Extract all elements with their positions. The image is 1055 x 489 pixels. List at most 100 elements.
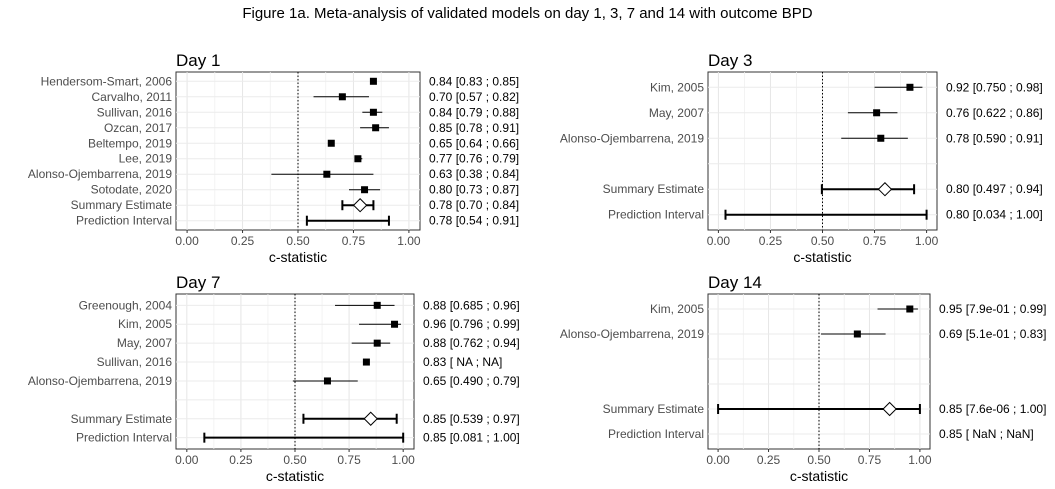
forest-plot-day-14: Day 14 0.00 0.25 0.50 0.75 1.00 c-statistic Kim… (560, 273, 1047, 484)
figure-title: Figure 1a. Meta-analysis of validated mo… (242, 5, 813, 22)
row-label: Hendersom-Smart, 2006 (41, 74, 173, 88)
row-label: Kim, 2005 (650, 80, 704, 94)
row-estimate-text: 0.88 [0.685 ; 0.96] (423, 298, 520, 312)
point-estimate (873, 109, 881, 117)
row-estimate-text: 0.78 [0.54 ; 0.91] (429, 214, 519, 228)
row-estimate-text: 0.92 [0.750 ; 0.98] (946, 80, 1043, 94)
x-tick-label: 0.50 (283, 453, 307, 467)
row-label: Sullivan, 2016 (97, 355, 173, 369)
row-estimate-text: 0.78 [0.590 ; 0.91] (946, 131, 1043, 145)
summary-diamond (877, 182, 893, 197)
row-estimate-text: 0.96 [0.796 ; 0.99] (423, 317, 520, 331)
row-estimate-text: 0.85 [0.081 ; 1.00] (423, 431, 520, 445)
point-estimate (372, 124, 380, 132)
row-estimate-text: 0.84 [0.79 ; 0.88] (429, 105, 519, 119)
row-estimate-text: 0.78 [0.70 ; 0.84] (429, 198, 519, 212)
x-tick-label: 1.00 (397, 234, 421, 248)
row-estimate-text: 0.85 [0.539 ; 0.97] (423, 412, 520, 426)
point-estimate (906, 305, 914, 313)
row-estimate-text: 0.88 [0.762 ; 0.94] (423, 336, 520, 350)
forest-plot-day-1: Day 1 0.00 0.25 0.50 0.75 1.00 c-statistic Hend… (28, 51, 519, 265)
row-label: Alonso-Ojembarrena, 2019 (560, 131, 704, 145)
point-estimate (323, 377, 331, 385)
panel-title: Day 14 (708, 273, 762, 292)
row-label: Sullivan, 2016 (97, 105, 173, 119)
row-label: Alonso-Ojembarrena, 2019 (560, 327, 704, 341)
row-label: Summary Estimate (603, 402, 705, 416)
row-label: Ozcan, 2017 (104, 121, 172, 135)
x-tick-label: 0.00 (175, 234, 199, 248)
row-label: Lee, 2019 (119, 152, 173, 166)
panel-title: Day 7 (176, 273, 220, 292)
panel-title: Day 1 (176, 51, 220, 70)
row-estimate-text: 0.69 [5.1e-01 ; 0.83] (939, 327, 1046, 341)
row-estimate-text: 0.83 [ NA ; NA] (423, 355, 502, 369)
x-tick-label: 1.00 (915, 234, 939, 248)
x-tick-label: 1.00 (392, 453, 416, 467)
point-estimate (361, 186, 369, 194)
row-label: Summary Estimate (71, 198, 173, 212)
point-estimate (853, 330, 861, 338)
x-tick-label: 0.75 (858, 453, 882, 467)
point-estimate (338, 93, 346, 101)
row-label: Sotodate, 2020 (91, 183, 173, 197)
row-estimate-text: 0.65 [0.64 ; 0.66] (429, 136, 519, 150)
point-estimate (906, 83, 914, 91)
row-estimate-text: 0.80 [0.034 ; 1.00] (946, 208, 1043, 222)
row-label: Beltempo, 2019 (88, 136, 172, 150)
summary-diamond (363, 411, 378, 426)
x-tick-label: 0.50 (811, 234, 835, 248)
x-tick-label: 0.50 (807, 453, 831, 467)
point-estimate (369, 108, 377, 116)
row-estimate-text: 0.85 [7.6e-06 ; 1.00] (939, 402, 1046, 416)
panel-title: Day 3 (708, 51, 752, 70)
row-label: Prediction Interval (76, 431, 172, 445)
x-tick-label: 0.25 (757, 453, 781, 467)
row-estimate-text: 0.76 [0.622 ; 0.86] (946, 106, 1043, 120)
point-estimate (373, 301, 381, 309)
x-tick-label: 0.75 (342, 234, 366, 248)
x-axis-label: c-statistic (793, 249, 851, 265)
row-label: Alonso-Ojembarrena, 2019 (28, 374, 172, 388)
row-estimate-text: 0.77 [0.76 ; 0.79] (429, 152, 519, 166)
row-estimate-text: 0.84 [0.83 ; 0.85] (429, 74, 519, 88)
row-label: May, 2007 (117, 336, 172, 350)
x-tick-label: 0.75 (337, 453, 361, 467)
point-estimate (323, 170, 331, 178)
point-estimate (369, 77, 377, 85)
x-tick-label: 0.25 (229, 453, 253, 467)
row-label: Alonso-Ojembarrena, 2019 (28, 167, 172, 181)
forest-plot-day-7: Day 7 0.00 0.25 0.50 0.75 1.00 c-statistic Gree… (28, 273, 520, 484)
row-label: Carvalho, 2011 (92, 90, 173, 104)
point-estimate (373, 339, 381, 347)
point-estimate (391, 320, 399, 328)
x-tick-label: 0.50 (286, 234, 310, 248)
point-estimate (362, 358, 370, 366)
row-label: Summary Estimate (71, 412, 173, 426)
x-axis-label: c-statistic (269, 249, 327, 265)
summary-diamond (882, 401, 897, 417)
x-tick-label: 0.00 (706, 453, 730, 467)
x-tick-label: 0.00 (707, 234, 731, 248)
row-label: May, 2007 (649, 106, 704, 120)
point-estimate (327, 139, 335, 147)
row-label: Kim, 2005 (650, 302, 704, 316)
row-label: Summary Estimate (603, 182, 705, 196)
x-axis-label: c-statistic (790, 468, 848, 484)
x-tick-label: 0.25 (759, 234, 783, 248)
row-estimate-text: 0.85 [0.78 ; 0.91] (429, 121, 519, 135)
x-tick-label: 1.00 (908, 453, 932, 467)
row-label: Prediction Interval (608, 427, 704, 441)
forest-plot-day-3: Day 3 0.00 0.25 0.50 0.75 1.00 c-statistic Kim,… (560, 51, 1043, 265)
point-estimate (354, 155, 362, 163)
x-tick-label: 0.25 (231, 234, 255, 248)
row-estimate-text: 0.95 [7.9e-01 ; 0.99] (939, 302, 1046, 316)
row-estimate-text: 0.85 [ NaN ; NaN] (939, 427, 1034, 441)
x-tick-label: 0.00 (175, 453, 199, 467)
point-estimate (877, 134, 885, 142)
summary-diamond (352, 198, 368, 213)
row-estimate-text: 0.80 [0.497 ; 0.94] (946, 182, 1043, 196)
x-tick-label: 0.75 (863, 234, 887, 248)
row-estimate-text: 0.65 [0.490 ; 0.79] (423, 374, 520, 388)
row-estimate-text: 0.63 [0.38 ; 0.84] (429, 167, 519, 181)
